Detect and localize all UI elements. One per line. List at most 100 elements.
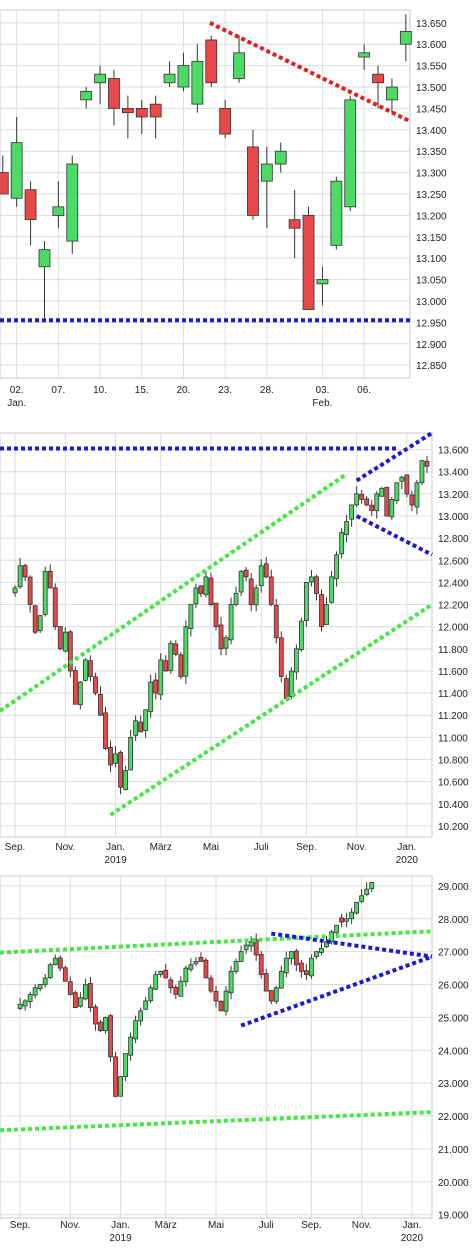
candle-down	[138, 721, 144, 733]
candle-up	[354, 901, 360, 914]
candle-down	[278, 637, 284, 677]
candle-up	[47, 964, 53, 979]
candle-up	[329, 576, 334, 603]
candle-up	[27, 993, 33, 1002]
candle-down	[52, 587, 58, 628]
candle-down	[108, 78, 120, 109]
x-tick-label: Jan.	[402, 1220, 421, 1231]
y-tick-label: 10.600	[438, 778, 469, 789]
candle-down	[424, 460, 430, 467]
y-tick-label: 13.050	[416, 276, 447, 287]
candle-up	[273, 987, 279, 1002]
candle-up	[349, 911, 355, 920]
x-tick-label: Juli	[259, 1220, 274, 1231]
candle-down	[178, 654, 184, 677]
y-tick-label: 27.000	[438, 948, 469, 959]
y-tick-label: 12.950	[416, 318, 447, 329]
green-trendline	[0, 1110, 433, 1133]
candle-down	[173, 643, 179, 655]
x-tick-label: Sep.	[301, 1220, 322, 1231]
candle-down	[27, 576, 33, 605]
candle-down	[168, 979, 174, 989]
chart-panel-3: 29.000 28.000 27.000 26.000 25.000 24.000 23.0…	[0, 870, 475, 1250]
x-tick-label: Mai	[208, 1220, 224, 1231]
x-tick-label: 23.	[218, 385, 232, 396]
candle-up	[334, 554, 339, 580]
candle-up	[113, 753, 118, 764]
candle-up	[143, 709, 149, 731]
candle-up	[193, 587, 199, 605]
candle-up	[330, 180, 343, 246]
candle-up	[233, 593, 239, 605]
candle-up	[66, 163, 79, 242]
y-tick-label: 13.600	[438, 446, 469, 457]
x-tick-label: 06.	[357, 385, 371, 396]
candle-down	[198, 585, 204, 594]
candle-down	[369, 504, 375, 511]
candle-down	[32, 605, 38, 633]
candle-up	[103, 1017, 108, 1032]
y-tick-label: 10.800	[438, 756, 469, 767]
candle-down	[205, 39, 218, 84]
candle-up	[339, 532, 344, 555]
y-tick-label: 13.200	[416, 211, 447, 222]
candle-up	[12, 587, 18, 594]
candle-down	[98, 1021, 103, 1031]
candle-up	[309, 957, 314, 977]
y-tick-label: 13.550	[416, 62, 447, 73]
candle-down	[298, 962, 304, 972]
candle-up	[148, 987, 154, 1002]
candle-up	[238, 951, 244, 962]
candle-down	[263, 973, 269, 992]
x-tick-label: 10.	[93, 385, 107, 396]
candle-up	[223, 990, 229, 1012]
candle-down	[72, 670, 78, 705]
y-tick-label: 12.800	[438, 534, 469, 545]
candle-up	[344, 99, 357, 208]
y-tick-label: 28.000	[438, 915, 469, 926]
candle-down	[72, 992, 78, 1008]
candles	[12, 455, 430, 795]
candle-up	[324, 941, 329, 948]
x-tick-label: Nov.	[60, 1220, 80, 1231]
red-trendline	[208, 21, 411, 124]
candle-down	[163, 969, 169, 979]
candle-down	[108, 747, 113, 766]
candles	[17, 881, 375, 1098]
x-tick-label: Juli	[254, 842, 269, 853]
chart-panel-1: 13.650 13.600 13.550 13.500 13.450 13.400 13.3…	[0, 0, 475, 410]
candle-up	[228, 604, 234, 641]
candle-down	[153, 679, 159, 694]
candle-up	[374, 493, 380, 512]
candle-down	[203, 959, 209, 979]
candle-up	[148, 681, 154, 712]
x-tick-label: März	[150, 842, 172, 853]
x-tick-label: Sep.	[296, 842, 317, 853]
y-tick-label: 12.900	[416, 340, 447, 351]
candle-up	[414, 482, 420, 508]
candle-up	[17, 1003, 23, 1009]
y-tick-label: 13.000	[438, 512, 469, 523]
candle-up	[17, 565, 23, 588]
candle-up	[288, 951, 294, 960]
y-tick-label: 12.400	[438, 578, 469, 589]
x-tick-label: 03.	[315, 385, 329, 396]
y-tick-label: 13.150	[416, 233, 447, 244]
candle-up	[128, 1036, 134, 1056]
candle-up	[32, 987, 38, 996]
y-tick-label: 13.000	[416, 297, 447, 308]
candle-down	[319, 594, 324, 628]
x-tick-label: März	[155, 1220, 177, 1231]
x-tick-sublabel: 2020	[401, 1233, 424, 1244]
candle-up	[258, 565, 264, 587]
candle-down	[213, 990, 219, 1002]
candle-down	[359, 493, 365, 500]
candle-up	[38, 249, 51, 268]
x-tick-label: Jan.	[106, 842, 125, 853]
y-tick-label: 13.100	[416, 254, 447, 265]
x-tick-sublabel: Feb.	[312, 398, 332, 409]
candle-up	[128, 736, 134, 771]
y-tick-label: 21.000	[438, 1145, 469, 1156]
x-tick-sublabel: 2020	[396, 855, 419, 866]
candle-down	[314, 576, 319, 594]
